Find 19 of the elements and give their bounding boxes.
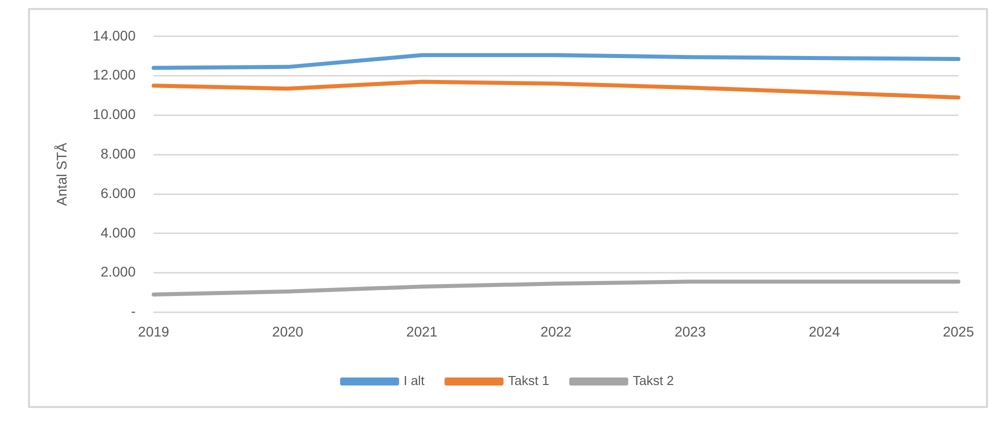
y-tick-label: 8.000 — [100, 145, 136, 162]
y-tick-label: - — [130, 303, 136, 320]
legend-label: I alt — [404, 373, 425, 388]
y-tick-label: 12.000 — [92, 66, 136, 83]
legend-label: Takst 1 — [508, 373, 550, 388]
y-tick-label: 6.000 — [100, 184, 136, 201]
y-axis-title: Antal STÅ — [53, 142, 70, 206]
x-tick-label: 2019 — [138, 323, 170, 340]
x-tick-label: 2022 — [540, 323, 572, 340]
x-tick-label: 2020 — [272, 323, 304, 340]
x-tick-label: 2023 — [674, 323, 706, 340]
x-tick-label: 2024 — [808, 323, 840, 340]
x-tick-label: 2025 — [942, 323, 974, 340]
x-tick-label: 2021 — [406, 323, 438, 340]
y-tick-label: 2.000 — [100, 264, 136, 280]
y-tick-label: 10.000 — [92, 106, 136, 122]
y-tick-label: 4.000 — [100, 224, 136, 240]
y-tick-label: 14.000 — [92, 27, 136, 44]
legend-label: Takst 2 — [632, 373, 674, 388]
